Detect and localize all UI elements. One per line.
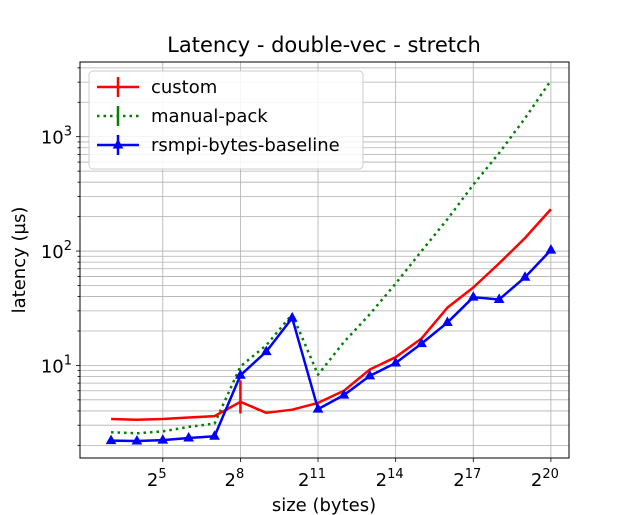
- x-axis-ticks: 25 28 211 214 217 220: [147, 458, 559, 491]
- y-tick-label: 102: [41, 239, 72, 263]
- series-manual-pack: [111, 79, 552, 435]
- legend-label: manual-pack: [151, 106, 268, 127]
- data-point-rsmpi-bytes-baseline: [545, 244, 557, 254]
- y-axis-ticks: 101 102 103: [41, 67, 80, 446]
- y-tick-label: 101: [41, 353, 72, 377]
- legend-swatch-marker: [112, 138, 124, 149]
- data-point-rsmpi-bytes-baseline: [209, 430, 220, 440]
- data-point-rsmpi-bytes-baseline: [157, 434, 169, 444]
- data-point-rsmpi-bytes-baseline: [260, 345, 272, 356]
- series-line-manual-pack: [111, 79, 552, 435]
- data-point-rsmpi-bytes-baseline: [286, 311, 298, 322]
- legend-label: custom: [151, 77, 217, 98]
- series-layer: [105, 79, 557, 445]
- y-tick-label: 103: [41, 125, 72, 149]
- legend-label: rsmpi-bytes-baseline: [151, 135, 340, 156]
- data-point-rsmpi-bytes-baseline: [416, 337, 427, 348]
- plot-area-frame: [79, 61, 570, 459]
- x-tick-label: 211: [298, 467, 326, 491]
- legend: custom manual-pack rsmpi-bytes-baseline: [88, 70, 364, 170]
- series-line-custom: [111, 208, 552, 421]
- x-tick-label: 28: [225, 467, 245, 491]
- data-point-rsmpi-bytes-baseline: [519, 271, 531, 281]
- x-tick-label: 220: [531, 467, 559, 491]
- x-tick-label: 214: [376, 467, 404, 491]
- x-tick-label: 25: [147, 467, 167, 491]
- data-point-rsmpi-bytes-baseline: [235, 369, 246, 379]
- data-point-rsmpi-bytes-baseline: [183, 431, 195, 442]
- data-point-rsmpi-bytes-baseline: [390, 356, 402, 367]
- x-axis-label: size (bytes): [272, 495, 376, 515]
- legend-box: [88, 70, 364, 170]
- legend-item-custom: custom: [97, 77, 217, 98]
- legend-item-rsmpi-bytes-baseline: rsmpi-bytes-baseline: [97, 135, 340, 156]
- y-axis-label: latency (µs): [9, 207, 30, 314]
- legend-item-manual-pack: manual-pack: [97, 106, 268, 127]
- series-custom: [111, 208, 552, 421]
- data-point-rsmpi-bytes-baseline: [338, 389, 350, 399]
- series-line-rsmpi-bytes-baseline: [111, 249, 552, 443]
- x-tick-label: 217: [453, 467, 481, 491]
- data-point-rsmpi-bytes-baseline: [493, 293, 505, 304]
- data-point-rsmpi-bytes-baseline: [364, 369, 376, 380]
- data-point-rsmpi-bytes-baseline: [467, 291, 479, 301]
- chart-title: Latency - double-vec - stretch: [167, 33, 481, 57]
- data-point-rsmpi-bytes-baseline: [105, 434, 117, 445]
- data-point-rsmpi-bytes-baseline: [312, 403, 324, 413]
- data-point-rsmpi-bytes-baseline: [442, 316, 453, 327]
- series-rsmpi-bytes-baseline: [105, 244, 557, 445]
- data-point-rsmpi-bytes-baseline: [131, 435, 143, 445]
